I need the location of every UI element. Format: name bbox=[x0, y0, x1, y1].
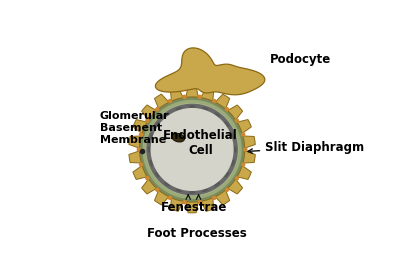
Polygon shape bbox=[133, 119, 147, 133]
Circle shape bbox=[168, 100, 172, 102]
Ellipse shape bbox=[234, 146, 236, 153]
Circle shape bbox=[151, 109, 233, 190]
Circle shape bbox=[242, 163, 245, 166]
Ellipse shape bbox=[150, 160, 153, 166]
Circle shape bbox=[140, 133, 142, 136]
Ellipse shape bbox=[202, 189, 209, 192]
Polygon shape bbox=[237, 166, 251, 179]
Circle shape bbox=[143, 100, 241, 198]
Circle shape bbox=[183, 95, 186, 98]
Circle shape bbox=[168, 196, 172, 199]
Circle shape bbox=[146, 104, 238, 195]
Circle shape bbox=[213, 100, 216, 102]
Polygon shape bbox=[228, 105, 242, 120]
Circle shape bbox=[242, 133, 245, 136]
Polygon shape bbox=[228, 179, 242, 194]
Ellipse shape bbox=[231, 133, 235, 140]
Polygon shape bbox=[170, 198, 183, 211]
Circle shape bbox=[147, 104, 237, 195]
Ellipse shape bbox=[176, 189, 182, 192]
Polygon shape bbox=[186, 86, 198, 97]
Polygon shape bbox=[142, 105, 157, 120]
Ellipse shape bbox=[224, 121, 229, 127]
Circle shape bbox=[198, 201, 201, 204]
Circle shape bbox=[198, 95, 201, 98]
Polygon shape bbox=[243, 136, 255, 148]
Polygon shape bbox=[186, 202, 198, 213]
Ellipse shape bbox=[202, 107, 209, 110]
Polygon shape bbox=[154, 190, 169, 205]
Ellipse shape bbox=[224, 172, 229, 178]
Circle shape bbox=[140, 97, 244, 202]
Text: Glomerular
Basement
Membrane: Glomerular Basement Membrane bbox=[100, 111, 169, 151]
Ellipse shape bbox=[155, 121, 160, 127]
Polygon shape bbox=[170, 88, 183, 101]
Circle shape bbox=[226, 188, 228, 191]
Polygon shape bbox=[133, 166, 147, 179]
Circle shape bbox=[226, 108, 228, 111]
Circle shape bbox=[137, 148, 140, 151]
Polygon shape bbox=[215, 190, 230, 205]
Ellipse shape bbox=[214, 112, 220, 117]
Polygon shape bbox=[237, 119, 251, 133]
Polygon shape bbox=[215, 94, 230, 109]
Circle shape bbox=[146, 177, 149, 180]
Polygon shape bbox=[129, 151, 141, 163]
Circle shape bbox=[146, 119, 149, 122]
Circle shape bbox=[183, 201, 186, 204]
Text: Foot Processes: Foot Processes bbox=[146, 227, 246, 240]
Ellipse shape bbox=[164, 182, 170, 187]
Text: Fenestrae: Fenestrae bbox=[161, 201, 228, 214]
Circle shape bbox=[236, 177, 238, 180]
Polygon shape bbox=[154, 94, 169, 109]
Ellipse shape bbox=[189, 105, 196, 108]
Polygon shape bbox=[201, 198, 214, 211]
Ellipse shape bbox=[164, 112, 170, 117]
Circle shape bbox=[244, 148, 247, 151]
Circle shape bbox=[236, 119, 238, 122]
Polygon shape bbox=[156, 48, 265, 95]
Ellipse shape bbox=[214, 182, 220, 187]
Polygon shape bbox=[129, 136, 141, 148]
Circle shape bbox=[156, 188, 159, 191]
Polygon shape bbox=[201, 88, 214, 101]
Circle shape bbox=[156, 108, 159, 111]
Ellipse shape bbox=[231, 160, 235, 166]
Ellipse shape bbox=[172, 133, 184, 142]
Ellipse shape bbox=[189, 191, 196, 194]
Ellipse shape bbox=[148, 146, 150, 153]
Circle shape bbox=[140, 163, 142, 166]
Text: Endothelial
Cell: Endothelial Cell bbox=[163, 129, 238, 157]
Text: Slit Diaphragm: Slit Diaphragm bbox=[248, 141, 364, 154]
Text: Podocyte: Podocyte bbox=[270, 53, 331, 66]
Ellipse shape bbox=[176, 107, 182, 110]
Polygon shape bbox=[142, 179, 157, 194]
Circle shape bbox=[213, 196, 216, 199]
Ellipse shape bbox=[155, 172, 160, 178]
Polygon shape bbox=[243, 151, 255, 163]
Ellipse shape bbox=[150, 133, 153, 140]
